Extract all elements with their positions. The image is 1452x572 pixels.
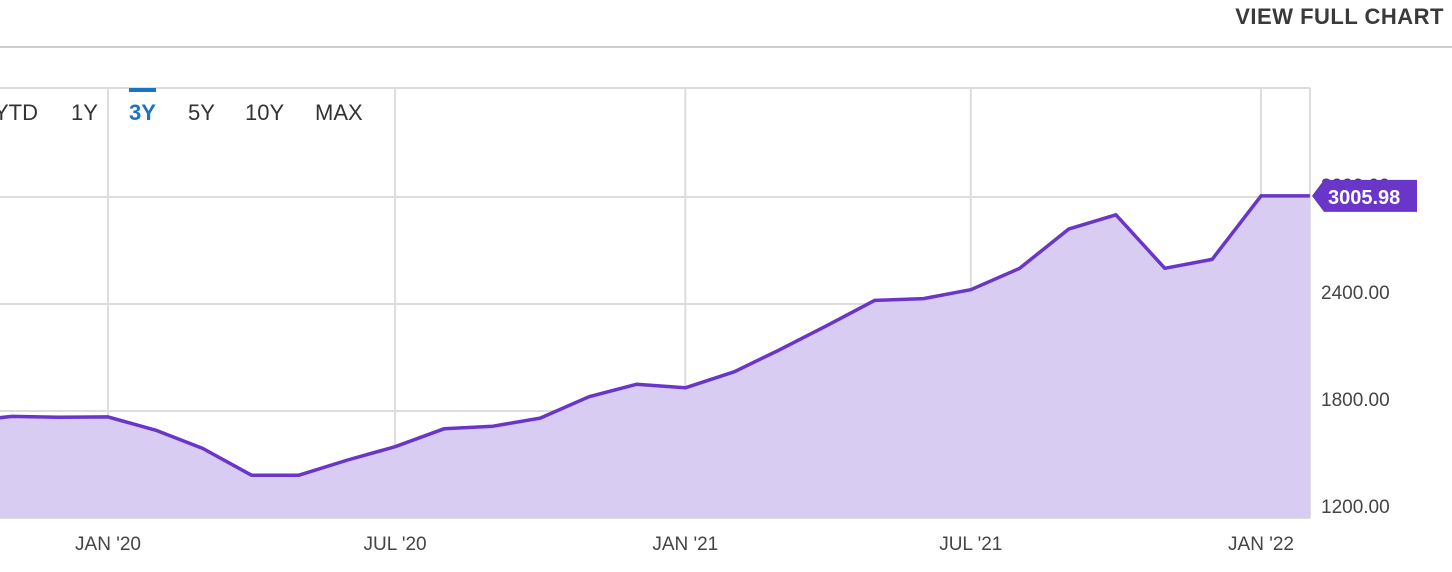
price-area-fill [0,195,1310,518]
tab-ytd[interactable]: YTD [0,100,38,125]
x-tick-label: JAN '20 [75,534,141,555]
header-divider [0,46,1452,48]
view-full-chart-link[interactable]: VIEW FULL CHART [1235,4,1444,29]
y-tick-label: 2400.00 [1321,283,1390,304]
last-price-badge: 3005.98 [1312,179,1417,212]
active-tab-indicator [129,88,156,92]
tab-3y[interactable]: 3Y [129,88,156,126]
x-tick-label: JAN '22 [1228,534,1294,555]
price-badge-shape [1312,179,1417,212]
x-axis-labels: JAN '20 JUL '20 JAN '21 JUL '21 JAN '22 [75,534,1294,555]
tab-10y[interactable]: 10Y [245,100,285,125]
tab-5y[interactable]: 5Y [188,100,215,125]
price-line [0,194,1310,477]
y-tick-label: 1200.00 [1321,497,1390,518]
x-tick-label: JUL '20 [364,534,427,555]
tab-1y[interactable]: 1Y [71,100,98,125]
tab-max[interactable]: MAX [315,100,363,125]
x-tick-label: JAN '21 [652,534,718,555]
x-tick-label: JUL '21 [939,534,1002,555]
y-tick-label: 1800.00 [1321,390,1390,411]
price-badge-value: 3005.98 [1328,187,1400,209]
